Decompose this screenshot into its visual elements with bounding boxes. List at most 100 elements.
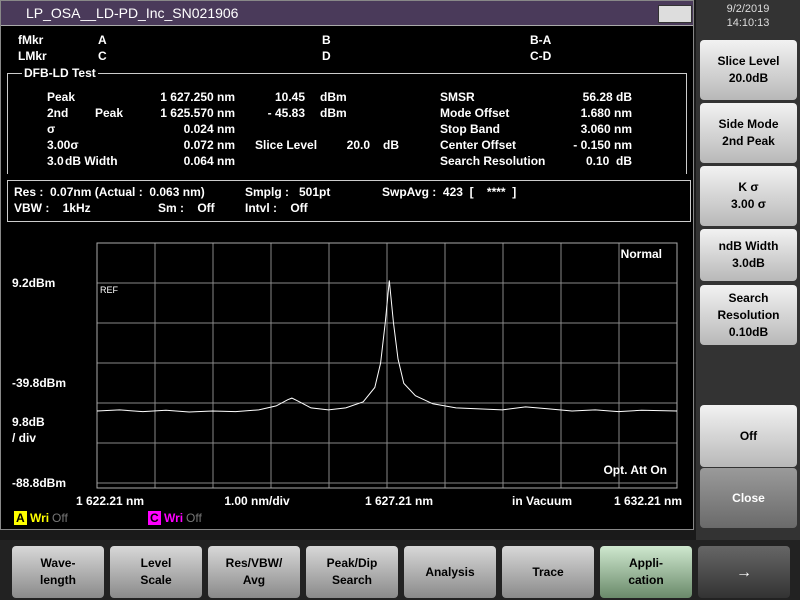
date: 9/2/2019 xyxy=(726,3,770,15)
trace-state: Off xyxy=(186,511,202,525)
softkey[interactable]: Slice Level 20.0dB xyxy=(700,40,797,100)
x-axis-label: 1 622.21 nm xyxy=(75,494,145,508)
softkey[interactable]: Off xyxy=(700,405,797,467)
menu-button[interactable]: Res/VBW/Avg xyxy=(208,546,300,598)
button-label: ndB Width xyxy=(718,239,779,253)
button-label: Res/VBW/ xyxy=(225,556,283,570)
result-text: 1 625.570 nm xyxy=(160,106,235,120)
menu-button[interactable]: Peak/Dip Search xyxy=(306,546,398,598)
y-axis-label: -88.8dBm xyxy=(12,476,67,490)
button-label: Scale xyxy=(140,573,172,587)
result-text: 3.0 xyxy=(47,154,64,168)
softkey[interactable]: K σ 3.00 σ xyxy=(700,166,797,226)
condition-text: VBW : 1kHz xyxy=(14,201,91,215)
button-label: Search xyxy=(728,290,769,305)
menu-button[interactable]: → xyxy=(698,546,790,598)
result-text: dBm xyxy=(320,106,347,120)
trace-id: A xyxy=(14,511,27,525)
result-text: dB xyxy=(383,138,399,152)
result-text: σ xyxy=(47,122,56,136)
button-label: → xyxy=(736,563,752,581)
softkey[interactable]: Close xyxy=(700,468,797,528)
result-text: - 0.150 nm xyxy=(573,138,632,152)
marker-label: LMkr xyxy=(18,49,47,63)
result-text: dB Width xyxy=(65,154,118,168)
result-text: 3.00σ xyxy=(47,138,79,152)
plot-frame xyxy=(96,242,678,489)
softkey[interactable]: Search Resolution 0.10dB xyxy=(700,285,797,345)
condition-text: Res : 0.07nm (Actual : 0.063 nm) xyxy=(14,185,205,199)
result-text: dBm xyxy=(320,90,347,104)
x-axis-label: 1 632.21 nm xyxy=(613,494,683,508)
button-label: K σ xyxy=(738,180,759,194)
title-bar xyxy=(1,1,693,26)
button-label: Avg xyxy=(242,573,266,587)
menu-button[interactable]: Analysis xyxy=(404,546,496,598)
condition-text: Sm : Off xyxy=(158,201,215,215)
y-axis-label: -39.8dBm xyxy=(12,376,67,390)
menu-button[interactable]: Wave-length xyxy=(12,546,104,598)
button-label: length xyxy=(40,573,76,587)
trace-write: Wri xyxy=(30,511,50,525)
marker-label: B-A xyxy=(530,33,552,47)
button-label: Close xyxy=(732,490,765,505)
result-text: 3.060 nm xyxy=(580,122,632,136)
marker-label: D xyxy=(322,49,331,63)
trace xyxy=(96,280,678,413)
conditions-frame xyxy=(7,180,691,222)
condition-text: Smplg : 501pt xyxy=(245,185,331,199)
button-label: 2nd Peak xyxy=(722,134,775,148)
marker-label: B xyxy=(322,33,331,47)
result-text: 0.024 nm xyxy=(183,122,235,136)
y-axis-label: 9.2dBm xyxy=(12,276,56,290)
result-text: 1.680 nm xyxy=(580,106,632,120)
button-label: Analysis xyxy=(425,564,475,579)
result-text: 0.10 dB xyxy=(585,154,632,168)
result-text: - 45.83 xyxy=(267,106,305,120)
button-label: Trace xyxy=(532,564,564,579)
button-label: Level xyxy=(140,556,172,570)
softkey[interactable]: Side Mode 2nd Peak xyxy=(700,103,797,163)
menu-button[interactable]: Appli-cation xyxy=(600,546,692,598)
marker-label: C-D xyxy=(530,49,552,63)
result-text: 1 627.250 nm xyxy=(160,90,235,104)
button-label: 20.0dB xyxy=(728,71,769,85)
time: 14:10:13 xyxy=(726,17,770,29)
condition-text: SwpAvg : 423 [ **** ] xyxy=(382,185,517,199)
x-axis-label: in Vacuum xyxy=(511,494,573,508)
result-text: Mode Offset xyxy=(440,106,510,120)
button-label: Resolution xyxy=(717,307,780,322)
x-axis-label: 1 627.21 nm xyxy=(364,494,434,508)
button-label: 3.0dB xyxy=(732,256,765,270)
trace-state: Off xyxy=(52,511,68,525)
button-label: cation xyxy=(628,573,664,587)
window-buttons[interactable] xyxy=(658,5,692,23)
button-label: Peak/Dip xyxy=(326,556,378,570)
menu-button[interactable]: Trace xyxy=(502,546,594,598)
att-status: Opt. Att On xyxy=(603,463,667,477)
result-text: 56.28 dB xyxy=(582,90,632,104)
button-label: Slice Level xyxy=(717,54,780,68)
plot xyxy=(96,242,678,489)
result-text: 10.45 xyxy=(274,90,305,104)
menu-button[interactable]: Level Scale xyxy=(110,546,202,598)
result-text: Center Offset xyxy=(440,138,517,152)
result-text: 2nd xyxy=(47,106,69,120)
x-axis-label: 1.00 nm/div xyxy=(224,494,290,508)
button-label: 0.10dB xyxy=(728,324,769,339)
softkey[interactable]: ndB Width 3.0dB xyxy=(700,229,797,281)
result-text: Peak xyxy=(47,90,76,104)
results-frame xyxy=(7,73,687,174)
trace-mode: Normal xyxy=(620,247,662,261)
window xyxy=(0,0,694,530)
ref-marker: REF xyxy=(100,285,118,295)
result-text: 0.072 nm xyxy=(183,138,235,152)
y-axis-label: / div xyxy=(12,431,37,445)
button-label: Appli- xyxy=(629,556,663,570)
test-name: DFB-LD Test xyxy=(22,66,98,80)
button-label: Side Mode xyxy=(718,117,779,131)
marker-label: A xyxy=(98,33,107,47)
button-label: Off xyxy=(739,428,758,443)
y-axis-label: 9.8dB xyxy=(12,415,45,429)
